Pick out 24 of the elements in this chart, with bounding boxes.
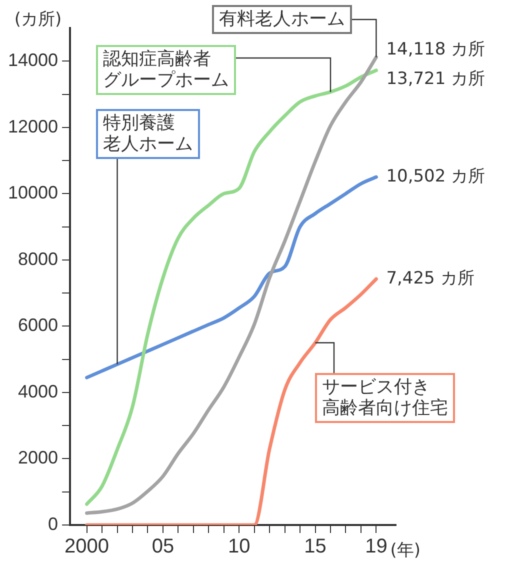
text: 認知症高齢者グループホーム <box>103 48 229 91</box>
y-tick-label: 0 <box>48 514 58 534</box>
y-tick-label: 8000 <box>18 248 58 269</box>
series-label: サービス付き高齢者向け住宅 <box>322 376 448 419</box>
x-axis-title: (年) <box>390 540 420 560</box>
y-tick-label: 12000 <box>8 116 58 136</box>
text: 特別養護老人ホーム <box>103 112 193 155</box>
y-tick-label: 14000 <box>8 50 58 70</box>
data-label: 10,502 カ所 <box>386 166 486 186</box>
data-label: 7,425 カ所 <box>386 268 474 288</box>
y-axis-title: (カ所) <box>14 9 62 30</box>
data-label: 13,721 カ所 <box>386 68 486 89</box>
y-tick-label: 4000 <box>18 381 58 402</box>
x-tick-label: 19 <box>365 536 388 558</box>
x-tick-label: 05 <box>152 536 174 558</box>
text: 有料老人ホーム <box>219 8 345 30</box>
line-series <box>85 175 378 380</box>
x-tick-label: 10 <box>228 536 250 558</box>
x-tick-label: 15 <box>304 536 326 558</box>
y-tick-label: 2000 <box>18 448 58 468</box>
y-tick-label: 6000 <box>18 315 58 336</box>
data-label: 14,118 カ所 <box>386 40 486 60</box>
y-tick-label: 10000 <box>8 182 58 203</box>
x-tick-label: 2000 <box>64 536 110 558</box>
